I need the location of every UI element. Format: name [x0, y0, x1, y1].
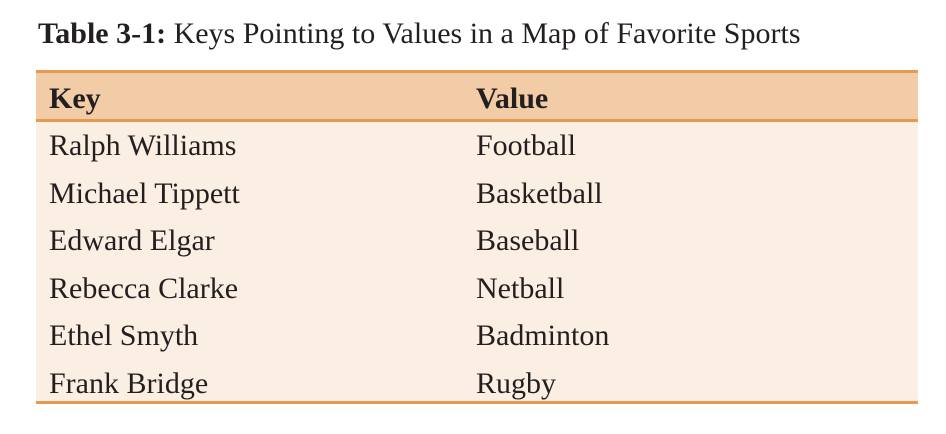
- cell-value: Netball: [476, 271, 565, 305]
- table-row: Michael Tippett Basketball: [36, 170, 918, 218]
- table-row: Rebecca Clarke Netball: [36, 265, 918, 313]
- cell-key: Frank Bridge: [49, 366, 209, 400]
- cell-key: Ethel Smyth: [49, 319, 199, 352]
- cell-key: Rebecca Clarke: [49, 271, 239, 305]
- cell-value: Baseball: [476, 224, 580, 257]
- caption-label: Table 3-1:: [38, 17, 167, 50]
- cell-key: Michael Tippett: [49, 176, 240, 210]
- favorite-sports-table: Key Value Ralph Williams Football Michae…: [36, 70, 918, 404]
- table-caption: Table 3-1: Keys Pointing to Values in a …: [38, 14, 801, 54]
- cell-value: Rugby: [476, 366, 557, 400]
- cell-value: Football: [476, 129, 577, 162]
- table-row: Ralph Williams Football: [36, 122, 918, 170]
- cell-key: Ralph Williams: [49, 129, 237, 162]
- table-header-row: Key Value: [36, 73, 918, 122]
- table-row: Edward Elgar Baseball: [36, 217, 918, 265]
- caption-text: Keys Pointing to Values in a Map of Favo…: [173, 17, 801, 50]
- table-row: Frank Bridge Rugby: [36, 360, 918, 408]
- cell-value: Badminton: [476, 319, 610, 352]
- header-value: Value: [476, 82, 549, 115]
- cell-value: Basketball: [476, 176, 603, 210]
- cell-key: Edward Elgar: [49, 224, 215, 257]
- table-row: Ethel Smyth Badminton: [36, 312, 918, 360]
- header-key: Key: [49, 82, 101, 115]
